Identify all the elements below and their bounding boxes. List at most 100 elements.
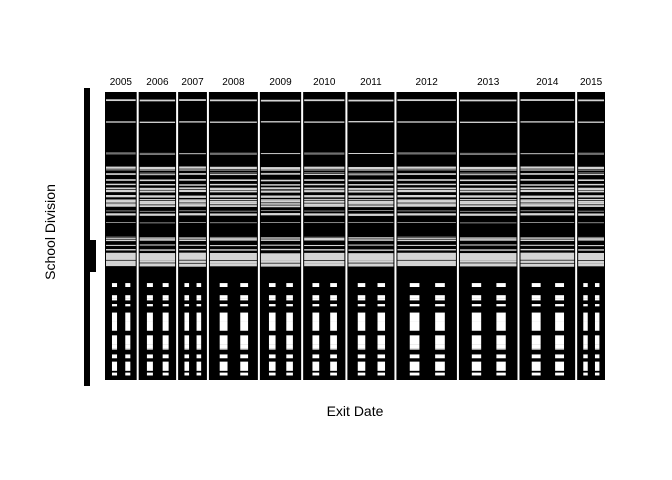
tile-empty — [397, 260, 456, 264]
tile-empty — [520, 184, 575, 186]
tile-empty-lower — [312, 321, 320, 331]
tile-empty — [139, 183, 176, 186]
tile-empty-lower — [555, 344, 565, 349]
tile-empty-lower — [409, 321, 420, 331]
tile-empty — [139, 202, 176, 205]
tile-empty — [106, 183, 136, 186]
tile-empty — [459, 202, 517, 205]
x-tick-label: 2009 — [269, 77, 292, 88]
tile-empty-lower — [330, 354, 337, 359]
tile-empty — [578, 183, 604, 186]
tile-empty — [348, 169, 394, 170]
tile-empty-lower — [162, 335, 169, 345]
tile-empty-lower — [219, 354, 228, 359]
tile-empty — [179, 237, 206, 239]
tile-empty-lower — [240, 372, 249, 376]
tile-empty-lower — [357, 304, 366, 307]
tile-empty — [459, 174, 517, 176]
tile-empty — [106, 152, 136, 154]
tile-empty — [209, 174, 257, 176]
tile-empty-lower — [125, 348, 131, 350]
tile-empty-lower — [496, 348, 506, 350]
tile-empty-lower — [240, 368, 249, 371]
tile-empty — [106, 169, 136, 171]
tile-empty-lower — [268, 344, 276, 349]
y-tick-labels-overlap — [88, 240, 96, 272]
tile-empty — [260, 237, 301, 239]
tile-empty — [304, 238, 345, 241]
tile-empty-lower — [268, 372, 276, 376]
tile-empty-lower — [286, 354, 293, 359]
tile-empty-lower — [162, 304, 169, 307]
x-tick-label: 2012 — [416, 77, 439, 88]
tile-empty — [106, 213, 136, 216]
tile-empty-lower — [496, 372, 506, 376]
tile-empty — [304, 166, 345, 169]
tile-empty — [304, 213, 345, 216]
tile-empty-lower — [146, 295, 153, 299]
tile-empty — [459, 239, 517, 241]
tile-empty — [578, 190, 604, 193]
tile-empty — [179, 222, 206, 223]
tile-empty — [139, 222, 176, 224]
tile-empty — [520, 204, 575, 207]
tile-empty — [209, 198, 257, 201]
tile-empty — [459, 179, 517, 182]
tile-empty-lower — [377, 372, 386, 376]
tile-empty-lower — [184, 304, 190, 307]
tile-empty — [348, 187, 394, 190]
tile-empty-lower — [184, 295, 190, 299]
tile-empty-lower — [219, 344, 228, 349]
tile-empty — [397, 249, 456, 251]
tile-empty — [578, 245, 604, 247]
tile-empty — [139, 210, 176, 212]
tile-empty-lower — [111, 312, 118, 322]
tile-empty-lower — [240, 335, 249, 345]
tile-empty-lower — [111, 321, 118, 331]
tile-empty — [209, 189, 257, 191]
tile-empty — [520, 248, 575, 251]
tile-empty — [520, 213, 575, 216]
tile-empty — [304, 195, 345, 198]
tile-empty — [578, 189, 604, 191]
tile-empty — [397, 194, 456, 198]
tile-empty — [459, 99, 517, 102]
tile-empty-lower — [286, 368, 293, 371]
tile-empty-lower — [312, 344, 320, 349]
tile-empty — [578, 205, 604, 207]
x-tick-label: 2014 — [536, 77, 559, 88]
tile-empty-lower — [125, 344, 131, 349]
tile-empty-lower — [146, 372, 153, 376]
tile-empty-lower — [268, 348, 276, 350]
tile-empty-lower — [312, 335, 320, 345]
tile-empty — [260, 167, 301, 170]
tile-empty-lower — [184, 361, 190, 369]
tile-empty-lower — [583, 372, 588, 376]
tile-empty-lower — [330, 368, 337, 371]
tile-empty — [397, 183, 456, 186]
tile-empty — [106, 190, 136, 193]
tile-empty-lower — [286, 335, 293, 345]
tile-empty-lower — [162, 372, 169, 376]
tile-empty — [106, 222, 136, 223]
tile-empty-lower — [409, 348, 420, 350]
tile-empty — [304, 263, 345, 267]
tile-empty — [397, 189, 456, 191]
tile-empty — [260, 121, 301, 123]
tile-empty-lower — [555, 361, 565, 369]
tile-empty-lower — [330, 361, 337, 369]
tile-empty — [397, 237, 456, 239]
tile-empty-lower — [531, 335, 541, 345]
tile-empty — [106, 187, 136, 190]
tile-empty — [578, 252, 604, 261]
tile-empty — [397, 190, 456, 193]
tile-empty-lower — [435, 354, 445, 359]
tile-empty — [260, 170, 301, 171]
tile-empty — [260, 205, 301, 208]
tile-empty-lower — [330, 348, 337, 350]
tile-empty — [304, 249, 345, 251]
tile-empty — [520, 244, 575, 246]
tile-empty-lower — [409, 368, 420, 371]
tile-empty — [106, 263, 136, 267]
tile-empty — [348, 260, 394, 263]
